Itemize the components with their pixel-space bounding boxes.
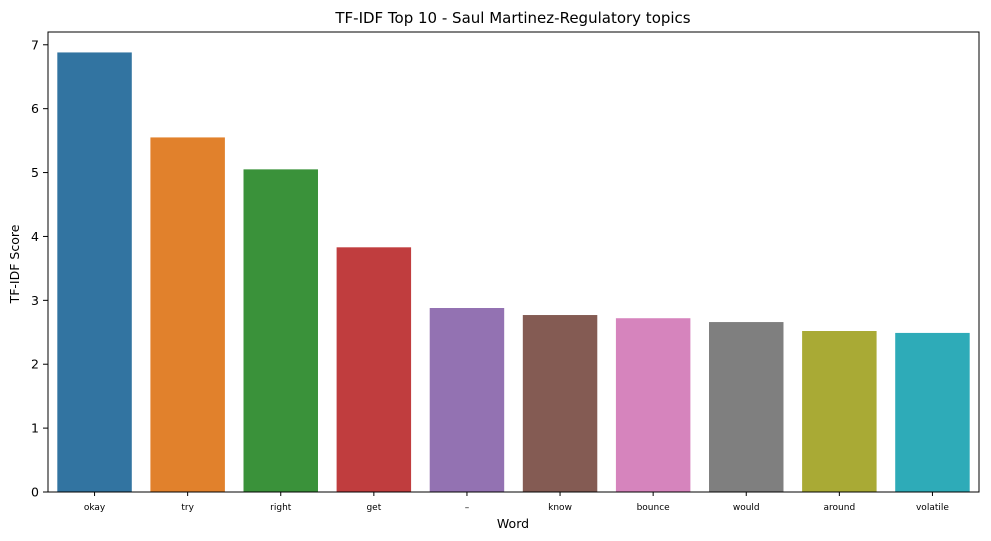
x-tick-label-2: right [270, 503, 292, 513]
y-tick-label-6: 6 [31, 101, 39, 116]
x-tick-label-7: would [733, 503, 760, 513]
bar-9 [895, 332, 970, 492]
plot-area: 0 1 2 3 4 5 6 7 okay try right get – know bounce would a… [31, 31, 980, 513]
x-tick-label-4: – [465, 503, 470, 513]
x-tick-label-1: try [181, 503, 194, 513]
bar-7 [709, 322, 784, 492]
bar-8 [802, 331, 877, 492]
y-tick-label-0: 0 [31, 485, 39, 500]
x-axis-label: Word [497, 516, 529, 531]
y-tick-label-7: 7 [31, 37, 39, 52]
axes-frame [47, 31, 980, 493]
bar-6 [615, 318, 691, 492]
x-tick-label-6: bounce [637, 503, 671, 513]
bar-5 [522, 315, 598, 492]
bar-1 [150, 137, 225, 493]
bar-0 [57, 52, 132, 492]
x-tick-label-9: volatile [916, 503, 949, 513]
chart-title: TF-IDF Top 10 - Saul Martinez-Regulatory… [334, 9, 690, 27]
x-tick-label-0: okay [84, 503, 106, 513]
x-tick-label-8: around [824, 503, 856, 513]
y-tick-label-2: 2 [31, 357, 39, 372]
bar-3 [336, 247, 412, 492]
y-axis-label: TF-IDF Score [7, 224, 22, 304]
y-tick-label-3: 3 [31, 293, 39, 308]
x-tick-label-5: know [548, 503, 572, 513]
x-tick-label-3: get [366, 503, 381, 513]
y-tick-label-1: 1 [31, 421, 39, 436]
bar-4 [429, 308, 505, 492]
bar-2 [243, 169, 318, 493]
y-tick-label-4: 4 [31, 229, 39, 244]
y-tick-label-5: 5 [31, 165, 39, 180]
